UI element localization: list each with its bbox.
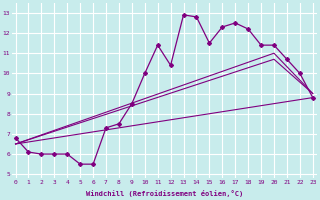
X-axis label: Windchill (Refroidissement éolien,°C): Windchill (Refroidissement éolien,°C) xyxy=(85,190,243,197)
